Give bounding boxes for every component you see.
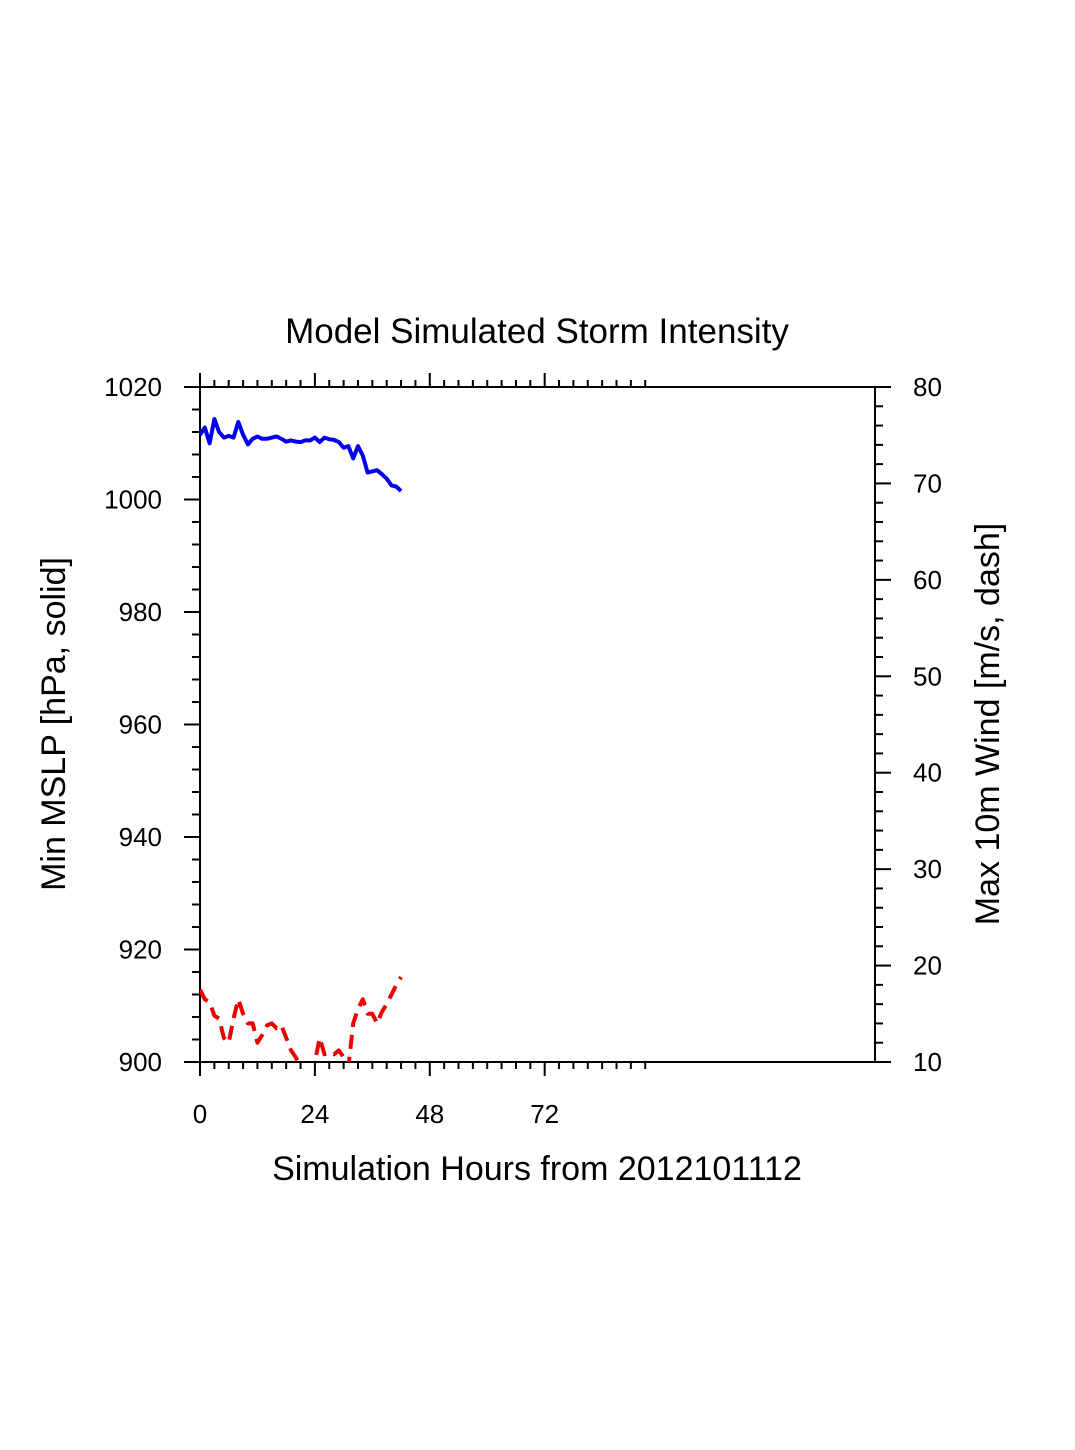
y-left-tick-label: 920: [119, 935, 162, 965]
y-right-tick-label: 20: [913, 951, 942, 981]
min-mslp-line: [200, 417, 403, 493]
y-axis-title-left: Min MSLP [hPa, solid]: [35, 557, 73, 891]
data-series: [200, 417, 403, 1062]
y-left-tick-label: 1000: [104, 485, 162, 515]
plot-border: [199, 386, 876, 1063]
y-right-tick-label: 40: [913, 758, 942, 788]
chart-title: Model Simulated Storm Intensity: [285, 312, 789, 351]
x-tick-label: 24: [300, 1099, 329, 1129]
y-right-tick-label: 70: [913, 468, 942, 498]
x-axis-title: Simulation Hours from 2012101112: [272, 1150, 802, 1188]
y-axis-title-right: Max 10m Wind [m/s, dash]: [969, 523, 1007, 925]
axis-tick-labels: 0 24 48 72900920940960980100010201020304050…: [104, 372, 942, 1129]
y-right-tick-label: 10: [913, 1047, 942, 1077]
y-right-tick-label: 30: [913, 854, 942, 884]
y-left-tick-label: 900: [119, 1047, 162, 1077]
y-right-tick-label: 80: [913, 372, 942, 402]
plot-frame: [199, 386, 876, 1063]
y-left-tick-label: 940: [119, 822, 162, 852]
y-right-tick-label: 50: [913, 661, 942, 691]
x-tick-label: 48: [415, 1099, 444, 1129]
y-left-tick-label: 960: [119, 710, 162, 740]
y-left-tick-label: 980: [119, 597, 162, 627]
x-tick-label: 72: [530, 1099, 559, 1129]
x-tick-label: 0: [193, 1099, 207, 1129]
axis-ticks: [184, 373, 891, 1076]
y-left-tick-label: 1020: [104, 372, 162, 402]
max-wind-line: [200, 976, 403, 1062]
y-right-tick-label: 60: [913, 565, 942, 595]
